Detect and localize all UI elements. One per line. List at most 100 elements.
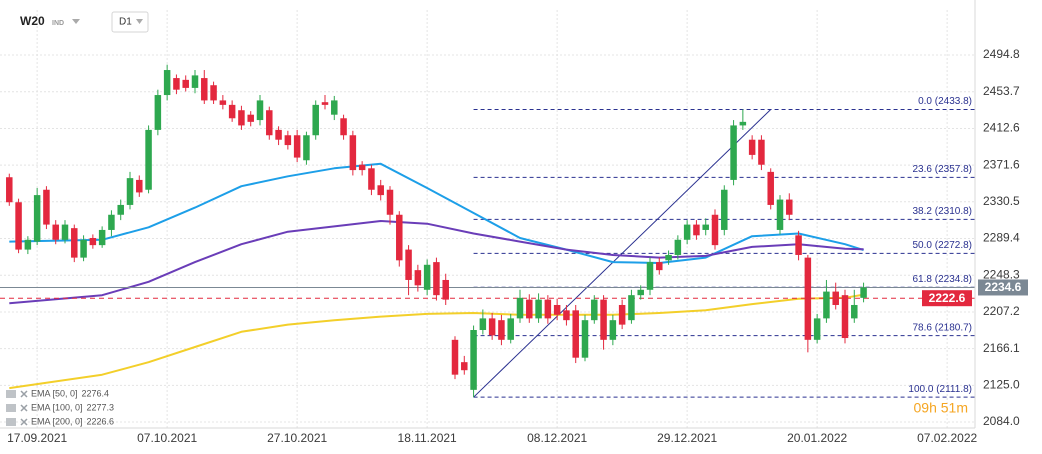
y-tick-label: 2453.7 [983, 84, 1020, 98]
symbol-dropdown[interactable] [72, 19, 80, 24]
candle-body [683, 224, 691, 240]
candle-body [396, 214, 403, 261]
candle-body [377, 185, 384, 196]
candle-body [219, 100, 227, 105]
candle-body [535, 299, 542, 319]
candle-body [191, 75, 199, 88]
candle-body [507, 318, 514, 340]
candle-body [786, 199, 793, 215]
ema-line [9, 162, 864, 264]
candle-body [414, 270, 422, 286]
ema-line [9, 220, 864, 305]
symbol[interactable]: W20 [20, 14, 45, 28]
candle-body [405, 249, 412, 280]
candle-body [544, 299, 552, 319]
candle-body [71, 228, 78, 258]
candle-body [813, 318, 821, 340]
candle-body [6, 177, 13, 203]
price-label-box [922, 290, 972, 307]
candle-body [275, 129, 282, 140]
candle-body [823, 291, 830, 319]
y-tick-label: 2248.3 [983, 267, 1020, 281]
candle-body [572, 310, 579, 358]
candle-body [331, 100, 338, 115]
price-label: 2222.6 [929, 291, 966, 305]
y-tick-label: 2207.2 [983, 304, 1020, 318]
price-label-box [978, 279, 1028, 296]
candle-body [767, 171, 774, 205]
candle-body [154, 95, 162, 130]
candle-body [860, 287, 867, 298]
fib-label: 23.6 (2357.8) [913, 164, 973, 175]
candle-body [61, 224, 69, 240]
candle-body [210, 85, 217, 101]
y-tick-label: 2289.4 [983, 231, 1020, 245]
plot: 0.0 (2433.8) 23.6 (2357.8) 38.2 (2310.8) 50… [0, 64, 975, 398]
legend-remove [20, 418, 28, 426]
candle-body [470, 329, 477, 390]
candle-body [804, 257, 812, 340]
timeframe[interactable]: D1 [119, 17, 132, 28]
legend-value: 2277.3 [87, 402, 115, 412]
legend-icon [6, 390, 16, 398]
candle-body [117, 204, 124, 215]
legend-name: EMA [200, 0] [31, 416, 83, 426]
legend-remove [20, 390, 28, 398]
fib-label: 61.8 (2234.8) [913, 274, 973, 285]
legend-icon [6, 418, 16, 426]
candle-body [479, 318, 487, 330]
legend-value: 2276.4 [82, 388, 110, 398]
candle-body [526, 299, 533, 319]
candle-body [702, 224, 709, 230]
y-tick-label: 2084.0 [983, 414, 1020, 428]
candle-body [433, 262, 440, 296]
x-tick-label: 07.10.2021 [137, 431, 197, 445]
countdown: 09h 51m [914, 400, 968, 416]
candle-body [145, 129, 152, 190]
timeframe-dropdown[interactable] [136, 19, 143, 24]
candle-body [33, 195, 41, 242]
candle-body [126, 178, 134, 205]
candle-body [321, 102, 329, 105]
candle-body [358, 164, 366, 171]
candle-body [136, 179, 143, 193]
candle-body [591, 299, 598, 321]
fib-trendline [473, 109, 772, 398]
candle-body [89, 237, 97, 246]
candle-body [618, 304, 626, 325]
candle-body [637, 289, 644, 296]
candle-body [563, 310, 570, 321]
candle-body [442, 279, 449, 300]
candle-body [461, 362, 468, 371]
candle-body [739, 121, 747, 126]
candle-body [609, 320, 617, 340]
legend-value: 2226.6 [87, 416, 115, 426]
y-tick-label: 2494.8 [983, 47, 1020, 61]
y-tick-label: 2330.5 [983, 194, 1020, 208]
candle-body [665, 254, 672, 261]
fib-label: 50.0 (2272.8) [913, 240, 973, 251]
candle-body [24, 239, 32, 250]
candle-body [340, 118, 347, 136]
ema-line [9, 293, 864, 390]
candle-body [581, 320, 589, 358]
candle-body [841, 295, 849, 339]
candle-body [730, 125, 737, 180]
candle-body [256, 100, 264, 121]
x-tick-label: 08.12.2021 [527, 431, 587, 445]
candle-body [173, 78, 180, 90]
candle-body [488, 318, 496, 336]
candle-body [108, 214, 115, 230]
candle-body [498, 320, 505, 340]
x-tick-label: 20.01.2022 [787, 431, 847, 445]
candle-body [368, 168, 375, 190]
x-tick-label: 17.09.2021 [7, 431, 67, 445]
candle-body [758, 139, 765, 165]
legend-remove [20, 404, 28, 412]
timeframe-select[interactable] [111, 11, 149, 33]
candle-body [656, 262, 663, 271]
candle-body [293, 135, 301, 158]
fib-label: 78.6 (2180.7) [913, 322, 973, 333]
